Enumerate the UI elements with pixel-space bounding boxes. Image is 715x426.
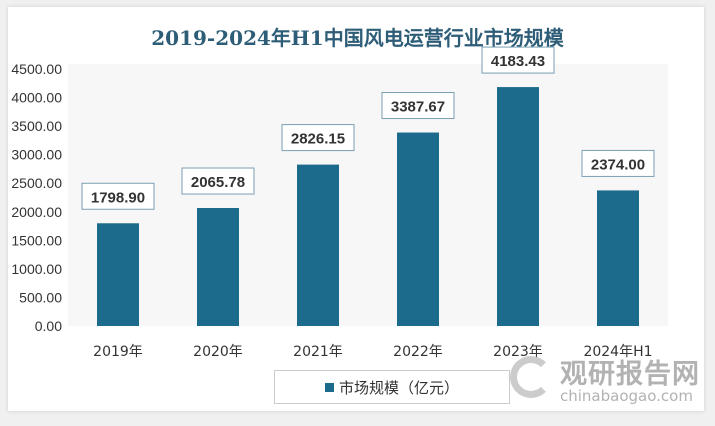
x-tick-label: 2022年 [393, 344, 443, 360]
y-tick-label: 2500.00 [11, 175, 62, 191]
plot-area [68, 64, 668, 326]
data-label-box [381, 92, 455, 120]
data-label-box [581, 149, 655, 177]
x-tick-label: 2020年 [193, 344, 243, 360]
data-label-box [481, 46, 555, 74]
y-tick-label: 3500.00 [11, 118, 62, 134]
legend: 市场规模（亿元） [274, 370, 510, 404]
data-label: 1798.90 [91, 189, 145, 206]
watermark-en: chinabaogao.com [560, 387, 693, 405]
x-tick-label: 2019年 [93, 344, 143, 360]
x-tick-label: 2024年H1 [583, 344, 652, 360]
y-tick-label: 0.00 [35, 318, 62, 334]
y-tick-label: 2000.00 [11, 204, 62, 220]
legend-label: 市场规模（亿元） [338, 378, 459, 397]
chart-title: 2019-2024年H1中国风电运营行业市场规模 [151, 26, 564, 50]
bar [97, 223, 139, 326]
bar [397, 132, 439, 326]
watermark-logo-icon [510, 356, 552, 398]
bar [497, 87, 539, 326]
y-tick-label: 500.00 [19, 289, 62, 305]
data-label: 2826.15 [291, 131, 345, 148]
x-tick-label: 2021年 [293, 344, 343, 360]
data-label: 4183.43 [491, 53, 545, 70]
y-tick-label: 1500.00 [11, 232, 62, 248]
bar [297, 164, 339, 326]
bar [197, 208, 239, 326]
data-label-box [181, 167, 255, 195]
y-tick-label: 1000.00 [11, 261, 62, 277]
bar [597, 190, 639, 326]
y-tick-label: 4500.00 [11, 61, 62, 77]
watermark-cn: 观研报告网 [560, 359, 700, 390]
data-label: 3387.67 [391, 99, 445, 116]
data-label: 2065.78 [191, 174, 245, 191]
data-label: 2374.00 [591, 156, 645, 173]
legend-swatch [324, 382, 334, 392]
y-tick-label: 4000.00 [11, 90, 62, 106]
y-tick-label: 3000.00 [11, 147, 62, 163]
data-label-box [281, 124, 355, 152]
data-label-box [81, 182, 155, 210]
